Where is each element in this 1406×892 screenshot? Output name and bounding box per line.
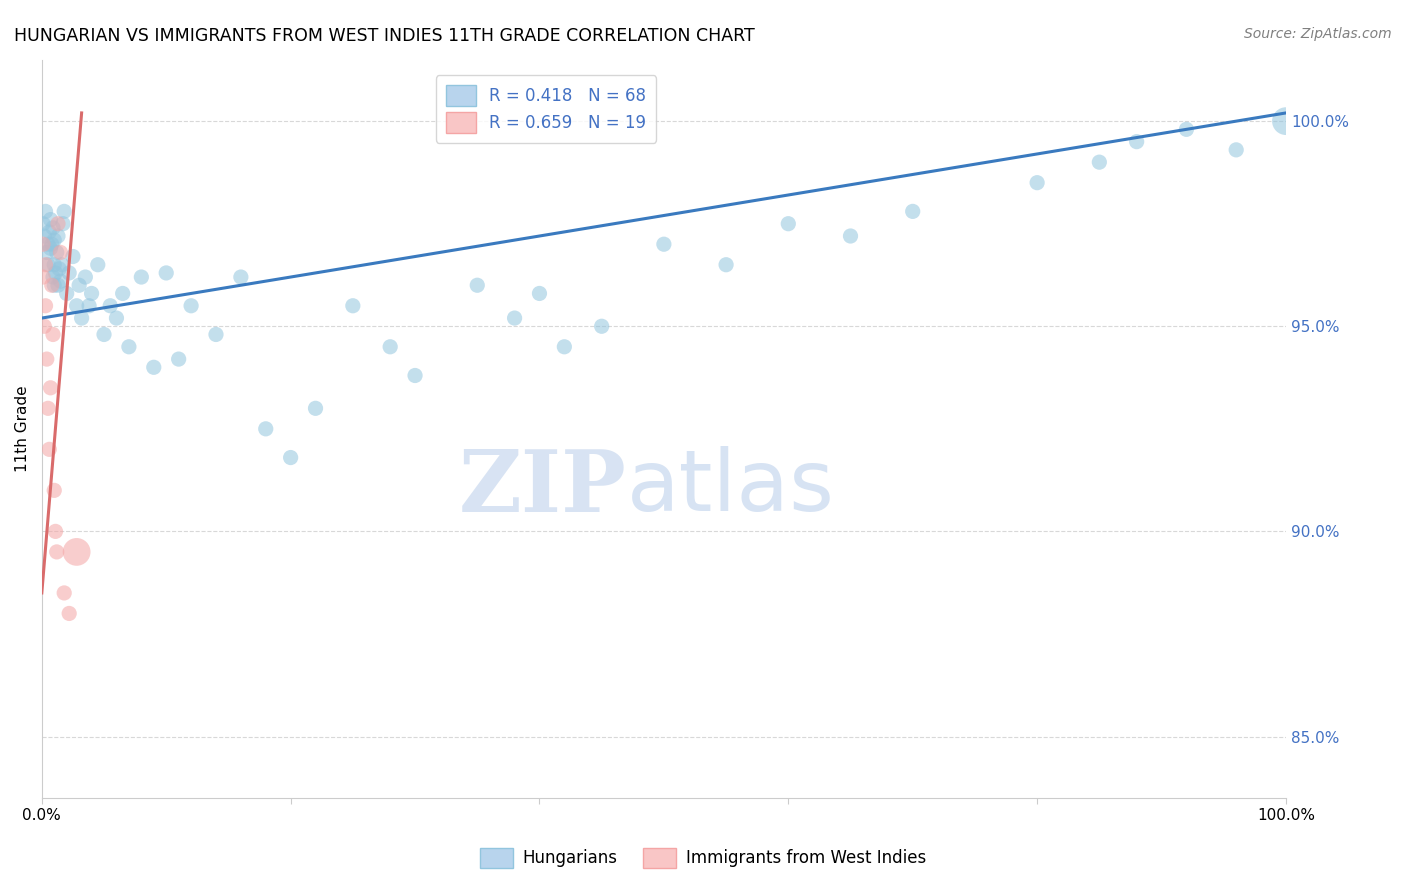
Point bbox=[44, 483, 66, 498]
Point bbox=[34, 299, 56, 313]
Point bbox=[32, 217, 55, 231]
Point bbox=[465, 278, 488, 293]
Point bbox=[180, 299, 202, 313]
Point bbox=[46, 217, 69, 231]
Text: ZIP: ZIP bbox=[458, 446, 627, 530]
Point bbox=[46, 278, 69, 293]
Point bbox=[39, 381, 62, 395]
Point bbox=[205, 327, 228, 342]
Point bbox=[34, 319, 56, 334]
Point bbox=[155, 266, 177, 280]
Point bbox=[58, 266, 80, 280]
Point bbox=[66, 299, 89, 313]
Point bbox=[652, 237, 675, 252]
Point bbox=[131, 270, 153, 285]
Point bbox=[87, 258, 110, 272]
Point bbox=[1225, 143, 1247, 157]
Point bbox=[404, 368, 426, 383]
Point bbox=[49, 274, 72, 288]
Text: HUNGARIAN VS IMMIGRANTS FROM WEST INDIES 11TH GRADE CORRELATION CHART: HUNGARIAN VS IMMIGRANTS FROM WEST INDIES… bbox=[14, 27, 755, 45]
Point bbox=[553, 340, 575, 354]
Point bbox=[38, 225, 60, 239]
Point bbox=[51, 258, 73, 272]
Point bbox=[142, 360, 165, 375]
Point bbox=[66, 545, 89, 559]
Point bbox=[53, 204, 76, 219]
Point bbox=[37, 401, 59, 416]
Point bbox=[380, 340, 402, 354]
Point bbox=[80, 286, 103, 301]
Point bbox=[62, 250, 84, 264]
Point bbox=[901, 204, 924, 219]
Point bbox=[1088, 155, 1111, 169]
Point bbox=[167, 352, 190, 367]
Point bbox=[778, 217, 800, 231]
Point bbox=[75, 270, 97, 285]
Point bbox=[1026, 176, 1049, 190]
Point bbox=[342, 299, 364, 313]
Point bbox=[39, 212, 62, 227]
Point bbox=[58, 607, 80, 621]
Point bbox=[45, 245, 67, 260]
Point bbox=[229, 270, 252, 285]
Point bbox=[34, 204, 56, 219]
Point bbox=[304, 401, 326, 416]
Legend: Hungarians, Immigrants from West Indies: Hungarians, Immigrants from West Indies bbox=[472, 841, 934, 875]
Point bbox=[41, 237, 63, 252]
Point bbox=[52, 217, 75, 231]
Point bbox=[42, 327, 65, 342]
Point bbox=[1175, 122, 1198, 136]
Point bbox=[1125, 135, 1147, 149]
Text: atlas: atlas bbox=[627, 446, 835, 530]
Point bbox=[32, 270, 55, 285]
Point bbox=[44, 258, 66, 272]
Point bbox=[48, 261, 70, 276]
Point bbox=[53, 586, 76, 600]
Point bbox=[503, 311, 526, 326]
Point bbox=[35, 245, 58, 260]
Point bbox=[254, 422, 277, 436]
Point bbox=[839, 229, 862, 244]
Point bbox=[93, 327, 115, 342]
Text: Source: ZipAtlas.com: Source: ZipAtlas.com bbox=[1244, 27, 1392, 41]
Point bbox=[1275, 114, 1298, 128]
Point bbox=[529, 286, 551, 301]
Point bbox=[111, 286, 134, 301]
Point bbox=[42, 220, 65, 235]
Point bbox=[44, 233, 66, 247]
Point bbox=[41, 278, 63, 293]
Legend: R = 0.418   N = 68, R = 0.659   N = 19: R = 0.418 N = 68, R = 0.659 N = 19 bbox=[436, 75, 657, 143]
Point bbox=[77, 299, 100, 313]
Point bbox=[46, 229, 69, 244]
Point bbox=[118, 340, 141, 354]
Point bbox=[35, 352, 58, 367]
Point bbox=[70, 311, 93, 326]
Point bbox=[49, 245, 72, 260]
Point bbox=[591, 319, 613, 334]
Point bbox=[32, 237, 55, 252]
Point bbox=[38, 442, 60, 457]
Point bbox=[37, 237, 59, 252]
Point bbox=[39, 241, 62, 255]
Point bbox=[44, 278, 66, 293]
Point bbox=[34, 229, 56, 244]
Point bbox=[44, 266, 66, 280]
Point bbox=[37, 258, 59, 272]
Point bbox=[98, 299, 121, 313]
Point bbox=[45, 545, 67, 559]
Point bbox=[67, 278, 90, 293]
Y-axis label: 11th Grade: 11th Grade bbox=[15, 385, 30, 472]
Point bbox=[105, 311, 128, 326]
Point bbox=[55, 286, 77, 301]
Point bbox=[714, 258, 737, 272]
Point bbox=[42, 270, 65, 285]
Point bbox=[34, 258, 56, 272]
Point bbox=[44, 524, 66, 539]
Point bbox=[280, 450, 302, 465]
